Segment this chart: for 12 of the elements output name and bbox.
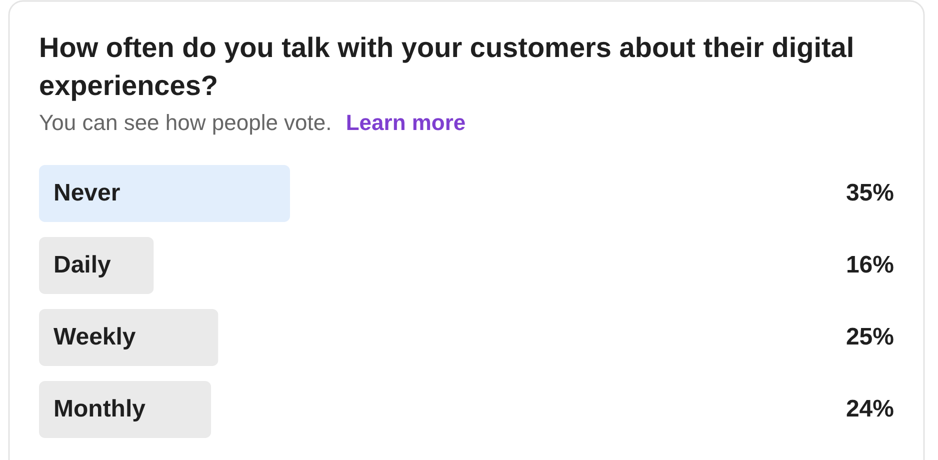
y-tick-label: Monthly bbox=[54, 396, 146, 422]
chart-subtitle: You can see how people vote. bbox=[39, 110, 332, 135]
data-label: 35% bbox=[846, 180, 894, 206]
y-tick-label: Weekly bbox=[54, 324, 136, 350]
y-tick-label: Never bbox=[54, 180, 120, 206]
data-label: 24% bbox=[846, 396, 894, 422]
text: How often do you talk with your customers about their digital experiences? bbox=[39, 32, 854, 101]
data-label: 16% bbox=[846, 252, 894, 278]
text: Learn more bbox=[346, 110, 466, 135]
y-tick-label: Daily bbox=[54, 252, 112, 278]
bar bbox=[39, 165, 290, 222]
data-label: 25% bbox=[846, 324, 894, 350]
